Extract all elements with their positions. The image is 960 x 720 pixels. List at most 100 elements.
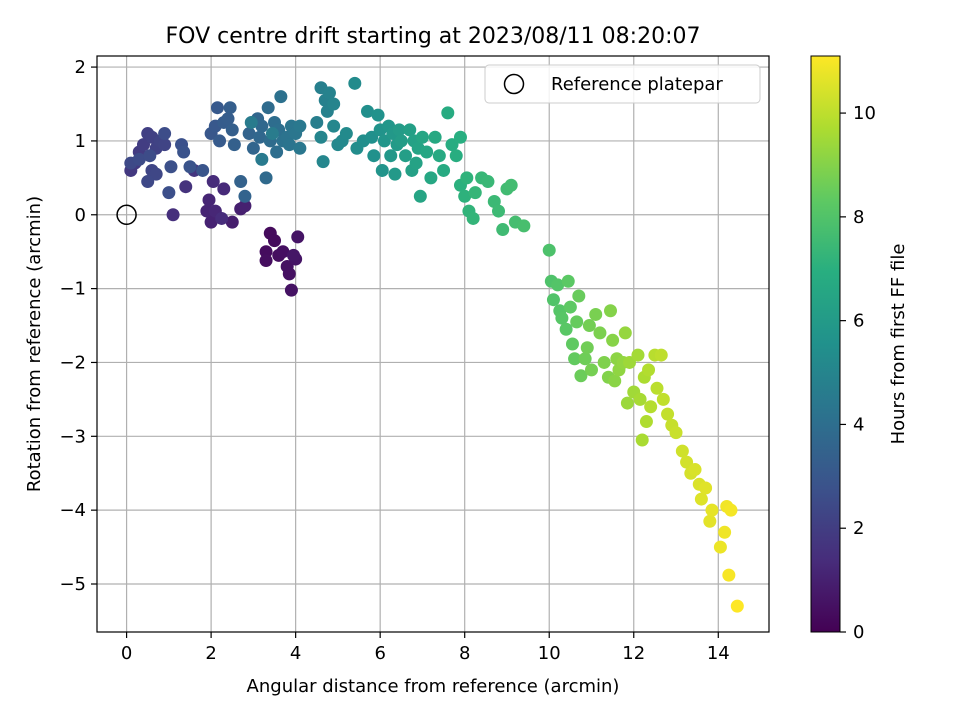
data-point [246, 141, 260, 155]
data-point [606, 333, 620, 347]
data-point [202, 193, 216, 207]
data-point [268, 234, 282, 248]
legend-label: Reference platepar [551, 74, 723, 95]
data-point [563, 300, 577, 314]
data-point [680, 455, 694, 469]
data-point [445, 138, 459, 152]
data-point [468, 186, 482, 200]
data-point [589, 307, 603, 321]
data-point [496, 223, 510, 237]
data-point [141, 175, 155, 189]
data-point [604, 304, 618, 318]
data-point [284, 283, 298, 297]
data-point [158, 127, 172, 141]
x-tick-label: 4 [290, 643, 301, 664]
data-point [705, 503, 719, 517]
data-point [204, 215, 218, 229]
data-point [574, 369, 588, 383]
data-point [132, 152, 146, 166]
y-tick-label: −4 [59, 500, 86, 521]
data-point [458, 189, 472, 203]
x-tick-label: 2 [205, 643, 216, 664]
data-point [183, 160, 197, 174]
reference-platepar-marker [116, 204, 137, 226]
colorbar-tick-label: 8 [853, 207, 864, 228]
data-point [217, 182, 231, 196]
x-tick-label: 10 [538, 643, 561, 664]
data-point [164, 160, 178, 174]
data-point [261, 101, 275, 115]
colorbar: 0 2 4 6 8 10 Hours from first FF file [810, 55, 909, 643]
data-point [428, 130, 442, 144]
data-point [546, 293, 560, 307]
data-point [568, 352, 582, 366]
data-points [124, 76, 744, 613]
x-tick-label: 14 [707, 643, 730, 664]
data-point [635, 433, 649, 447]
data-point [265, 127, 279, 141]
data-point [449, 149, 463, 163]
data-point [460, 171, 474, 185]
data-point [580, 341, 594, 355]
data-point [213, 134, 227, 148]
data-point [703, 514, 717, 528]
data-point [179, 180, 193, 194]
data-point [504, 178, 518, 192]
data-point [223, 101, 237, 115]
x-axis-ticks: 0 2 4 6 8 10 12 14 [121, 632, 730, 664]
data-point [633, 392, 647, 406]
data-point [348, 76, 362, 90]
x-tick-label: 8 [459, 643, 470, 664]
data-point [316, 155, 330, 169]
data-point [206, 175, 220, 189]
data-point [409, 156, 423, 170]
data-point [415, 130, 429, 144]
data-point [225, 215, 239, 229]
x-tick-label: 6 [374, 643, 385, 664]
legend: Reference platepar [484, 64, 761, 104]
data-point [718, 525, 732, 539]
data-point [572, 289, 586, 303]
data-point [441, 106, 455, 120]
y-axis-ticks: −5 −4 −3 −2 −1 0 1 2 [59, 57, 97, 595]
data-point [322, 86, 336, 100]
data-point [238, 199, 252, 213]
data-point [688, 463, 702, 477]
data-point [481, 175, 495, 189]
data-point [244, 115, 258, 129]
data-point [371, 108, 385, 122]
data-point [661, 407, 675, 421]
data-point [166, 208, 180, 222]
data-point [492, 204, 506, 218]
data-point [377, 134, 391, 148]
data-point [642, 363, 656, 377]
y-tick-label: 1 [75, 131, 86, 152]
data-point [582, 319, 596, 333]
data-point [227, 138, 241, 152]
data-point [293, 119, 307, 133]
data-point [724, 503, 738, 517]
colorbar-label: Hours from first FF file [888, 244, 909, 445]
chart-title: FOV centre drift starting at 2023/08/11 … [166, 24, 701, 49]
data-point [565, 337, 579, 351]
data-point [221, 112, 235, 126]
data-point [255, 119, 269, 133]
data-point [654, 348, 668, 362]
x-axis-label: Angular distance from reference (arcmin) [247, 676, 620, 697]
data-point [394, 134, 408, 148]
data-point [559, 322, 573, 336]
data-point [158, 138, 172, 152]
legend-marker-icon [503, 73, 525, 95]
data-point [584, 363, 598, 377]
x-tick-label: 0 [121, 643, 132, 664]
plot-frame [96, 55, 770, 633]
data-point [384, 149, 398, 163]
data-point [437, 163, 451, 177]
data-point [162, 186, 176, 200]
grid [97, 56, 769, 632]
data-point [327, 97, 341, 111]
data-point [388, 167, 402, 181]
data-point [238, 189, 252, 203]
y-tick-label: −3 [59, 426, 86, 447]
colorbar-tick-label: 4 [853, 414, 864, 435]
